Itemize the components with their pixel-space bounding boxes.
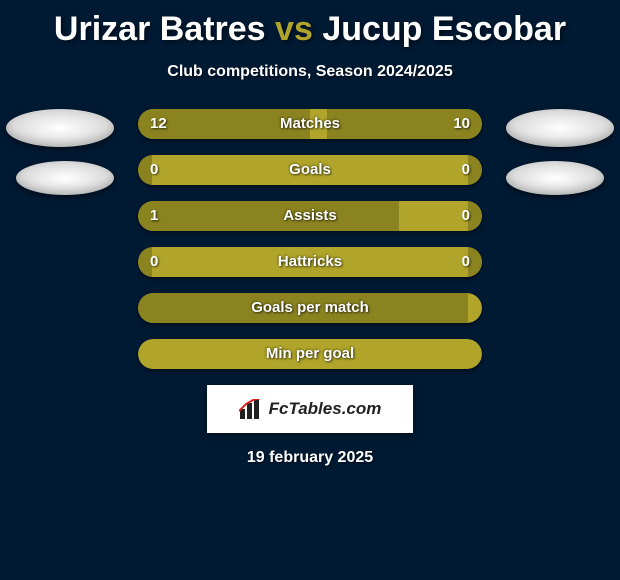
stat-bars: 1210Matches 00Goals 10Assists 00Hattricks Go…	[138, 109, 482, 369]
bar-label: Goals	[138, 155, 482, 185]
player2-badge-row2	[506, 161, 604, 195]
stat-bar: Goals per match	[138, 293, 482, 323]
stat-bar: 00Goals	[138, 155, 482, 185]
chart-area: 1210Matches 00Goals 10Assists 00Hattricks Go…	[0, 109, 620, 369]
brand-text: FcTables.com	[269, 399, 382, 419]
date-label: 19 february 2025	[0, 449, 620, 467]
bar-label: Matches	[138, 109, 482, 139]
stat-bar: 10Assists	[138, 201, 482, 231]
bar-chart-icon	[239, 399, 263, 419]
stat-bar: 00Hattricks	[138, 247, 482, 277]
bar-label: Assists	[138, 201, 482, 231]
subtitle: Club competitions, Season 2024/2025	[0, 63, 620, 81]
comparison-title: Urizar Batres vs Jucup Escobar	[0, 0, 620, 49]
stat-bar: Min per goal	[138, 339, 482, 369]
bar-label: Goals per match	[138, 293, 482, 323]
player2-badge-row1	[506, 109, 614, 147]
player1-badge-row1	[6, 109, 114, 147]
brand-badge[interactable]: FcTables.com	[207, 385, 413, 433]
stat-bar: 1210Matches	[138, 109, 482, 139]
player2-name: Jucup Escobar	[322, 10, 566, 48]
bar-label: Hattricks	[138, 247, 482, 277]
bar-label: Min per goal	[138, 339, 482, 369]
player1-name: Urizar Batres	[54, 10, 266, 48]
player1-badge-row2	[16, 161, 114, 195]
vs-word: vs	[275, 10, 313, 48]
